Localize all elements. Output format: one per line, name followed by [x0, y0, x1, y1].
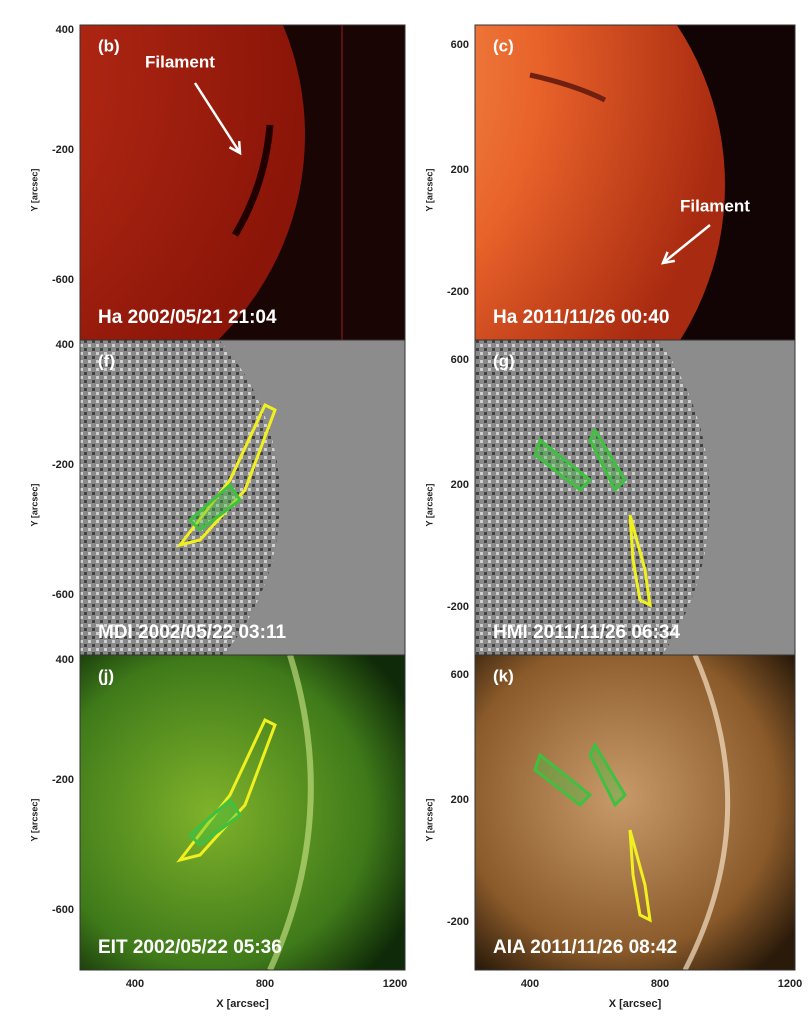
arrow-head: [660, 251, 676, 265]
y-axis-label: Y [arcsec]: [424, 799, 434, 842]
sun-disk: [80, 340, 280, 655]
limb: [267, 655, 314, 970]
y-tick-label: 600: [451, 669, 469, 681]
y-tick-label: -600: [52, 904, 74, 916]
panel-caption: Ha 2011/11/26 00:40: [493, 307, 669, 328]
panel-image: [80, 340, 405, 655]
annotation: Filament: [680, 196, 750, 215]
panel-letter: (g): [493, 351, 515, 370]
yellow-contour: [176, 402, 277, 548]
x-tick-label: 800: [256, 978, 274, 990]
y-tick-label: -200: [52, 459, 74, 471]
y-tick-label: -200: [447, 286, 469, 298]
panel-letter: (j): [98, 666, 114, 685]
y-axis-label: Y [arcsec]: [29, 799, 39, 842]
x-axis-label: X [arcsec]: [216, 998, 269, 1010]
yellow-contour: [628, 829, 652, 923]
x-tick-label: 400: [126, 978, 144, 990]
x-tick-label: 1200: [778, 978, 802, 990]
panel-letter: (f): [98, 351, 115, 370]
x-tick-label: 400: [521, 978, 539, 990]
y-tick-label: 400: [56, 654, 74, 666]
panel-letter: (c): [493, 36, 514, 55]
green-contour: [533, 741, 627, 808]
y-tick-label: -600: [52, 589, 74, 601]
panel-image: [80, 25, 405, 340]
yellow-contour: [176, 717, 277, 863]
y-tick-label: -200: [52, 774, 74, 786]
panel-caption: EIT 2002/05/22 05:36: [98, 937, 282, 958]
annotation-arrow: [662, 224, 711, 264]
y-axis-label: Y [arcsec]: [424, 484, 434, 527]
green-contour: [533, 426, 627, 493]
yellow-contour: [628, 514, 652, 608]
panel-image: [80, 655, 405, 970]
y-tick-label: 600: [451, 39, 469, 51]
filament: [231, 124, 274, 237]
y-tick-label: 600: [451, 354, 469, 366]
annotation-arrow: [193, 82, 242, 154]
arrow-head: [228, 140, 242, 156]
bg: [80, 655, 405, 970]
panel-caption: HMI 2011/11/26 06:34: [493, 622, 680, 643]
x-tick-label: 800: [651, 978, 669, 990]
y-tick-label: -600: [52, 274, 74, 286]
panel-image: [475, 340, 795, 655]
y-tick-label: 400: [56, 24, 74, 36]
y-tick-label: -200: [447, 601, 469, 613]
y-axis-label: Y [arcsec]: [424, 169, 434, 212]
y-tick-label: 200: [451, 479, 469, 491]
sun-disk: [80, 25, 305, 340]
x-axis-label: X [arcsec]: [609, 998, 662, 1010]
panel-frame: [474, 654, 796, 971]
bg: [475, 655, 795, 970]
panel-caption: Ha 2002/05/21 21:04: [98, 307, 277, 328]
y-tick-label: -200: [447, 916, 469, 928]
panel-letter: (b): [98, 36, 120, 55]
green-contour: [187, 797, 243, 847]
green-contour: [187, 482, 243, 532]
y-tick-label: 200: [451, 794, 469, 806]
x-tick-label: 1200: [383, 978, 407, 990]
y-tick-label: 200: [451, 164, 469, 176]
panel-caption: MDI 2002/05/22 03:11: [98, 622, 286, 643]
annotation: Filament: [145, 52, 215, 71]
filament: [529, 72, 607, 103]
panel-frame: [79, 654, 406, 971]
sun-disk: [475, 340, 710, 655]
panel-letter: (k): [493, 666, 514, 685]
y-tick-label: -200: [52, 144, 74, 156]
panel-caption: AIA 2011/11/26 08:42: [493, 937, 677, 958]
panel-image: [475, 655, 795, 970]
y-axis-label: Y [arcsec]: [29, 484, 39, 527]
y-axis-label: Y [arcsec]: [29, 169, 39, 212]
limb: [682, 655, 731, 970]
y-tick-label: 400: [56, 339, 74, 351]
